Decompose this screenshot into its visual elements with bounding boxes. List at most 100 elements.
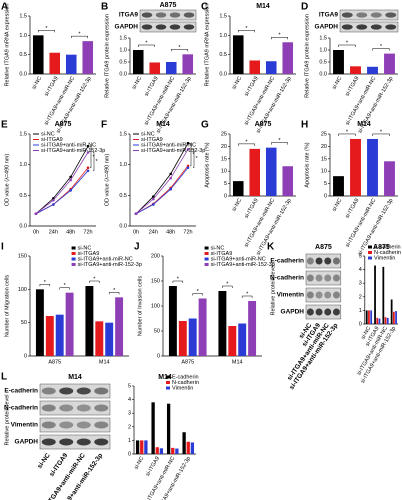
y-tick-label: 1.0: [119, 162, 127, 168]
y-tick-label: 1.5: [119, 131, 127, 137]
sig-label: *: [278, 33, 281, 39]
bar: [390, 299, 393, 324]
blot-band: [59, 404, 74, 412]
bar: [159, 448, 164, 454]
sig-label: *: [78, 32, 81, 38]
point: [186, 148, 190, 151]
blot-label: E-cadherin: [4, 388, 38, 395]
x-tick-label: si-ITGA9+anti-miR-NC: [243, 76, 276, 127]
blot-band-bg: [39, 434, 111, 450]
sig-label: *: [346, 40, 349, 46]
bar: [378, 318, 381, 324]
y-tick-label: 1.5: [219, 13, 227, 19]
blot-band: [41, 438, 56, 446]
x-tick-label: si-ITGA9+anti-miR-NC: [345, 76, 378, 127]
y-axis-label: Relative ITGA9 protein expression: [104, 14, 110, 98]
blot-band: [356, 12, 368, 18]
sig-label: *: [96, 159, 99, 165]
sig-label: *: [177, 276, 180, 282]
legend-label: si-ITGA9+anti-miR-NC: [141, 142, 196, 148]
sig-bracket: [171, 49, 188, 52]
blot-band: [385, 12, 397, 18]
x-tick-label: si-NC: [133, 456, 145, 471]
bar: [171, 447, 175, 454]
sig-bracket: [338, 44, 356, 47]
blot-band: [341, 12, 353, 18]
bar: [228, 326, 237, 356]
y-axis-label: Relative ITGA9 protein expression: [304, 14, 310, 98]
point: [186, 141, 190, 145]
y-tick-label: 0.5: [119, 59, 127, 65]
sig-bracket: [192, 293, 203, 296]
legend-swatch: [204, 263, 209, 266]
legend-label: si-ITGA9: [211, 251, 233, 257]
blot-band: [41, 404, 56, 412]
y-tick-label: 1.5: [319, 35, 327, 41]
legend-swatch: [368, 251, 372, 254]
bar: [232, 181, 244, 196]
y-tick-label: 0.0: [19, 71, 27, 77]
sig-label: *: [245, 139, 248, 145]
bar: [384, 317, 387, 324]
panel-letter: D: [301, 2, 308, 13]
bar: [370, 310, 373, 324]
x-tick-label: A875: [181, 359, 194, 365]
bar: [374, 265, 376, 324]
blot-label: GAPDH: [115, 24, 139, 31]
sig-label: *: [245, 26, 248, 32]
sig-label: *: [44, 280, 47, 286]
line: [135, 167, 189, 215]
sig-bracket: [193, 149, 195, 168]
bar: [182, 54, 194, 74]
x-tick-label: si-ITGA9: [344, 76, 360, 98]
bar: [178, 321, 187, 356]
blot-band: [59, 438, 74, 446]
blot-label: GAPDH: [315, 24, 339, 31]
legend-label: si-ITGA9: [141, 137, 163, 143]
x-tick-label: A875: [48, 359, 61, 365]
legend-label: E-cadherin: [172, 374, 199, 380]
bar: [238, 323, 247, 356]
blot-band: [332, 274, 340, 282]
bar: [55, 314, 64, 356]
panel-letter: A: [1, 2, 8, 13]
panel-letter: C: [201, 2, 208, 13]
legend-label: si-NC: [211, 245, 225, 251]
legend-label: si-ITGA9: [41, 137, 63, 143]
point: [86, 166, 90, 170]
blot-band: [306, 291, 314, 299]
y-tick-label: 1.5: [19, 13, 27, 19]
blot-band: [370, 24, 382, 30]
point: [169, 176, 172, 180]
blot-band: [306, 274, 314, 282]
y-axis-label: Number of Migration cells: [4, 275, 10, 338]
bar: [82, 41, 94, 74]
bar: [282, 166, 294, 196]
bar: [376, 317, 379, 324]
legend-label: Vimentin: [374, 255, 395, 261]
blot-band: [332, 257, 340, 265]
bar: [149, 62, 161, 74]
sig-bracket: [222, 285, 233, 288]
sig-bracket: [241, 295, 253, 298]
legend-swatch: [204, 246, 209, 250]
y-tick-label: 50: [154, 328, 160, 334]
blot-band: [324, 274, 332, 282]
x-tick-label: si-ITGA9: [344, 198, 360, 220]
sig-bracket: [138, 44, 155, 47]
bar: [182, 432, 186, 454]
y-tick-label: 1.5: [119, 35, 127, 41]
point: [152, 203, 155, 206]
sig-label: *: [196, 156, 199, 162]
title: A875: [160, 2, 177, 9]
sig-bracket: [71, 35, 88, 39]
y-tick-label: 0.5: [19, 52, 27, 58]
lane-label: si-NC: [36, 452, 52, 470]
sig-label: *: [45, 26, 48, 32]
blot-band: [183, 12, 195, 18]
y-axis-label: OD value (λ=490 nm): [4, 154, 10, 207]
sig-label: *: [278, 138, 281, 144]
x-tick-label: M14: [232, 359, 243, 365]
blot-band: [183, 24, 195, 30]
